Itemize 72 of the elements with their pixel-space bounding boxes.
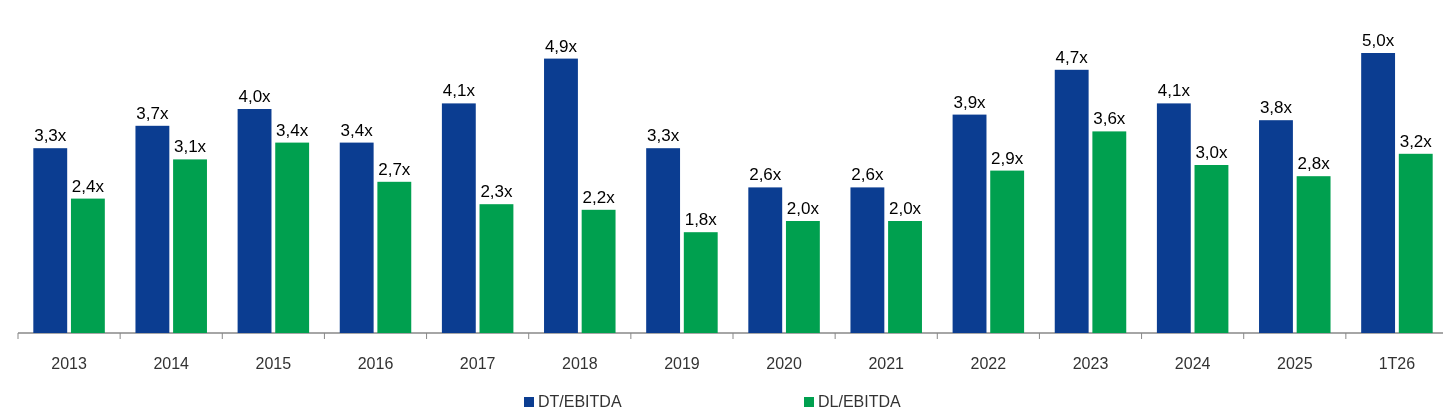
x-tick-label: 2014: [153, 355, 190, 372]
bar: [646, 148, 681, 333]
bar: [339, 142, 374, 333]
x-tick-label: 2024: [1174, 355, 1211, 372]
data-label: 5,0x: [1362, 31, 1395, 50]
data-label: 3,9x: [953, 92, 987, 112]
bar: [785, 221, 820, 333]
data-label: 4,7x: [1055, 47, 1089, 67]
bar: [1054, 69, 1089, 333]
data-label: 3,4x: [340, 120, 374, 140]
x-tick-label: 1T26: [1378, 355, 1416, 372]
bar: [1361, 53, 1396, 333]
data-label: 3,3x: [647, 126, 680, 146]
bar: [441, 103, 476, 333]
data-label: 2,8x: [1297, 154, 1331, 174]
bar: [544, 58, 578, 333]
bar: [237, 109, 272, 333]
x-tick-label: 2018: [561, 355, 598, 372]
bar: [850, 187, 885, 333]
x-tick-label: 2023: [1072, 355, 1109, 372]
bar: [1259, 120, 1293, 333]
bar: [1156, 103, 1191, 333]
data-label: 4,0x: [238, 87, 272, 106]
x-tick-label: 2019: [664, 355, 700, 372]
data-label: 3,0x: [1195, 143, 1229, 162]
bar: [1194, 165, 1229, 333]
legend-label: DT/EBITDA: [538, 393, 622, 408]
x-tick-label: 2013: [51, 355, 87, 372]
data-label: 2,2x: [582, 187, 616, 207]
bar: [952, 114, 987, 333]
data-label: 4,1x: [1157, 81, 1191, 101]
bar: [683, 232, 718, 333]
data-label: 2,3x: [480, 182, 514, 202]
data-label: 2,9x: [991, 148, 1024, 168]
bar: [1092, 131, 1127, 333]
data-label: 2,6x: [851, 165, 884, 185]
bar: [70, 198, 105, 333]
data-label: 1,8x: [684, 210, 718, 230]
x-tick-label: 2022: [970, 355, 1007, 372]
x-tick-label: 2021: [868, 355, 905, 372]
data-label: 2,6x: [749, 165, 782, 185]
data-label: 3,1x: [173, 137, 207, 157]
data-label: 3,2x: [1399, 131, 1433, 151]
bar: [135, 125, 170, 333]
bar: [581, 209, 616, 333]
data-label: 3,7x: [136, 103, 169, 123]
data-label: 3,8x: [1259, 98, 1293, 118]
data-label: 2,4x: [71, 176, 105, 196]
data-label: 3,3x: [34, 126, 67, 146]
bar: [479, 204, 514, 333]
data-label: 4,9x: [544, 36, 578, 56]
data-label: 3,4x: [276, 120, 309, 140]
bar: [1296, 176, 1331, 333]
data-label: 3,6x: [1093, 109, 1126, 129]
bar: [1398, 153, 1433, 333]
x-tick-label: 2017: [459, 355, 496, 372]
legend-label: DL/EBITDA: [818, 393, 902, 408]
bar: [275, 142, 310, 333]
x-tick-label: 2015: [255, 355, 292, 372]
data-label: 2,0x: [888, 199, 922, 218]
bar: [173, 159, 207, 333]
x-tick-label: 2016: [357, 355, 394, 372]
bar: [748, 187, 783, 333]
bar: [33, 148, 68, 333]
bar: [990, 170, 1025, 333]
data-label: 2,7x: [378, 159, 411, 179]
x-tick-label: 2020: [766, 355, 802, 372]
x-tick-label: 2025: [1276, 355, 1313, 372]
data-label: 2,0x: [786, 199, 820, 218]
data-label: 4,1x: [442, 81, 476, 101]
bar: [888, 221, 922, 333]
bar: [377, 181, 412, 333]
